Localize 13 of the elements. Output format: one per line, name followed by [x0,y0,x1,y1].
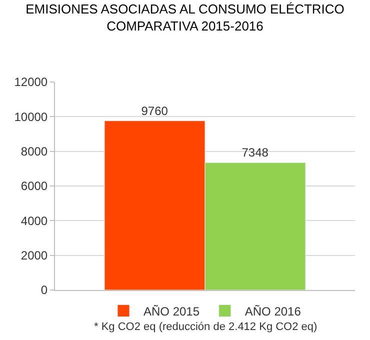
y-tick-label: 0 [40,283,48,298]
legend-label: AÑO 2016 [244,304,302,318]
y-tick-label: 12000 [14,75,48,90]
legend-label: AÑO 2015 [144,304,200,318]
y-tick-label: 4000 [20,214,48,228]
data-label: 9760 [141,104,168,118]
chart-title: EMISIONES ASOCIADAS AL CONSUMO ELÉCTRICO COMPARATIVA 2015-2016 [26,2,344,34]
data-label: 7348 [242,146,269,160]
y-tick-label: 10000 [14,110,48,124]
y-tick-label: 8000 [20,144,48,159]
y-tick-label: 2000 [20,248,48,263]
text: * Kg CO2 eq (reducción de 2.412 Kg CO2 eq) [94,321,318,333]
y-tick-label: 6000 [20,179,48,194]
